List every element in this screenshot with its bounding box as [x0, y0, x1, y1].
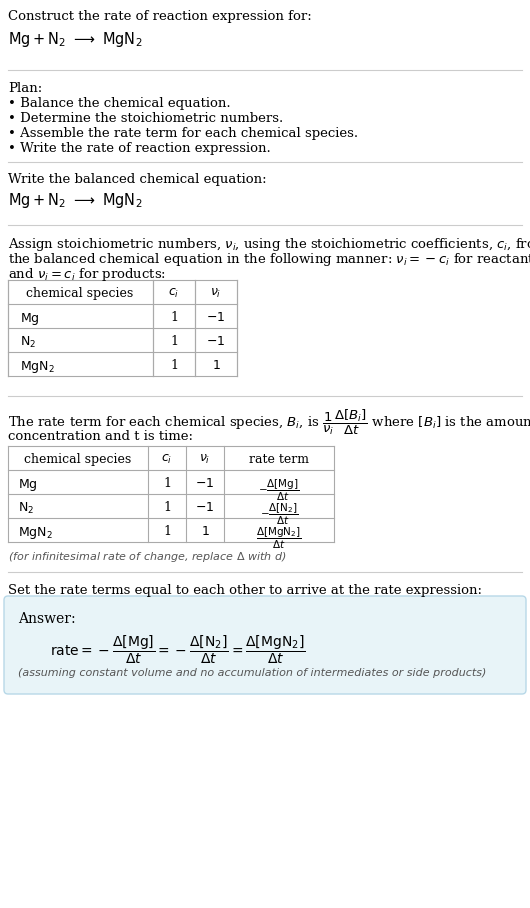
Text: $\nu_i$: $\nu_i$ [210, 287, 222, 301]
Text: $\mathrm{N_2}$: $\mathrm{N_2}$ [18, 501, 34, 516]
Text: • Write the rate of reaction expression.: • Write the rate of reaction expression. [8, 142, 271, 155]
Text: chemical species: chemical species [24, 453, 131, 466]
Text: 1: 1 [163, 477, 171, 490]
Text: $\mathrm{MgN_2}$: $\mathrm{MgN_2}$ [18, 525, 53, 541]
Text: $\mathrm{Mg + N_2 \ \longrightarrow \ MgN_2}$: $\mathrm{Mg + N_2 \ \longrightarrow \ Mg… [8, 30, 143, 49]
Text: $\mathrm{MgN_2}$: $\mathrm{MgN_2}$ [20, 359, 55, 375]
Text: $\nu_i$: $\nu_i$ [199, 453, 211, 466]
Text: 1: 1 [170, 311, 178, 324]
Text: $-1$: $-1$ [196, 501, 215, 514]
Text: $1$: $1$ [201, 525, 209, 538]
Text: $\mathrm{Mg}$: $\mathrm{Mg}$ [18, 477, 38, 493]
Text: • Determine the stoichiometric numbers.: • Determine the stoichiometric numbers. [8, 112, 283, 125]
Text: (assuming constant volume and no accumulation of intermediates or side products): (assuming constant volume and no accumul… [18, 668, 487, 678]
Text: Set the rate terms equal to each other to arrive at the rate expression:: Set the rate terms equal to each other t… [8, 584, 482, 597]
Text: rate term: rate term [249, 453, 309, 466]
Text: $-\dfrac{\Delta[\mathrm{Mg}]}{\Delta t}$: $-\dfrac{\Delta[\mathrm{Mg}]}{\Delta t}$ [258, 478, 299, 503]
Text: (for infinitesimal rate of change, replace $\Delta$ with $d$): (for infinitesimal rate of change, repla… [8, 550, 287, 564]
Text: $\mathrm{Mg}$: $\mathrm{Mg}$ [20, 311, 40, 327]
Text: $\mathrm{Mg + N_2 \ \longrightarrow \ MgN_2}$: $\mathrm{Mg + N_2 \ \longrightarrow \ Mg… [8, 191, 143, 210]
Text: $c_i$: $c_i$ [169, 287, 180, 301]
Text: Write the balanced chemical equation:: Write the balanced chemical equation: [8, 173, 267, 186]
Text: $1$: $1$ [211, 359, 220, 372]
Text: Plan:: Plan: [8, 82, 42, 95]
Text: Answer:: Answer: [18, 612, 76, 626]
Text: the balanced chemical equation in the following manner: $\nu_i = -c_i$ for react: the balanced chemical equation in the fo… [8, 251, 530, 268]
Text: $\dfrac{\Delta[\mathrm{MgN_2}]}{\Delta t}$: $\dfrac{\Delta[\mathrm{MgN_2}]}{\Delta t… [256, 526, 302, 551]
Text: Construct the rate of reaction expression for:: Construct the rate of reaction expressio… [8, 10, 312, 23]
Text: concentration and t is time:: concentration and t is time: [8, 430, 193, 443]
Text: 1: 1 [163, 525, 171, 538]
Text: $\mathrm{rate} = -\dfrac{\Delta[\mathrm{Mg}]}{\Delta t}= -\dfrac{\Delta[\mathrm{: $\mathrm{rate} = -\dfrac{\Delta[\mathrm{… [50, 634, 305, 666]
Text: 1: 1 [170, 335, 178, 348]
Text: Assign stoichiometric numbers, $\nu_i$, using the stoichiometric coefficients, $: Assign stoichiometric numbers, $\nu_i$, … [8, 236, 530, 253]
Text: $-\dfrac{\Delta[\mathrm{N_2}]}{\Delta t}$: $-\dfrac{\Delta[\mathrm{N_2}]}{\Delta t}… [260, 502, 298, 528]
Text: The rate term for each chemical species, $B_i$, is $\dfrac{1}{\nu_i}\dfrac{\Delt: The rate term for each chemical species,… [8, 408, 530, 438]
Text: $-1$: $-1$ [196, 477, 215, 490]
Text: chemical species: chemical species [26, 287, 134, 300]
Text: $-1$: $-1$ [206, 311, 226, 324]
FancyBboxPatch shape [4, 596, 526, 694]
Text: $c_i$: $c_i$ [161, 453, 173, 466]
Text: and $\nu_i = c_i$ for products:: and $\nu_i = c_i$ for products: [8, 266, 166, 283]
Text: 1: 1 [163, 501, 171, 514]
Text: $\mathrm{N_2}$: $\mathrm{N_2}$ [20, 335, 36, 350]
Text: 1: 1 [170, 359, 178, 372]
Text: $-1$: $-1$ [206, 335, 226, 348]
Text: • Balance the chemical equation.: • Balance the chemical equation. [8, 97, 231, 110]
Text: • Assemble the rate term for each chemical species.: • Assemble the rate term for each chemic… [8, 127, 358, 140]
